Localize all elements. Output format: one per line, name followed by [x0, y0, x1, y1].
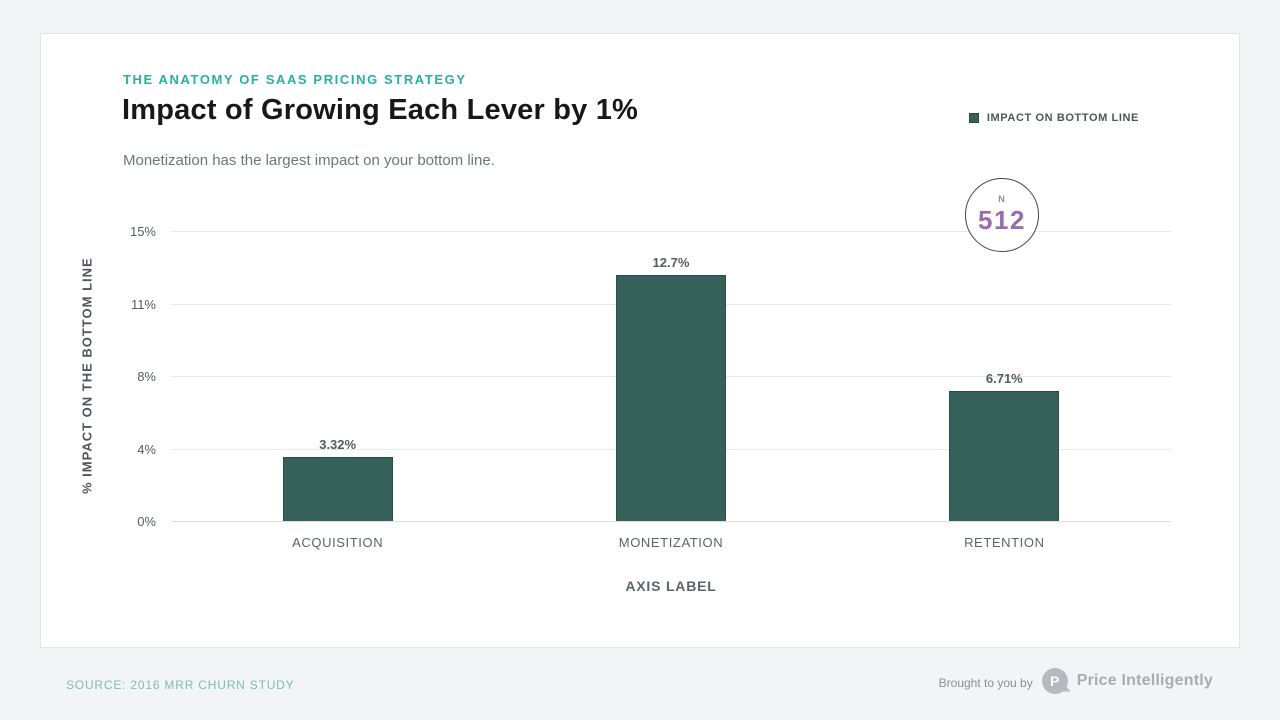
x-category-retention: RETENTION: [964, 535, 1045, 550]
bar-value-label: 12.7%: [652, 255, 690, 271]
y-tick-label: 0%: [137, 514, 156, 529]
page-subtitle: Monetization has the largest impact on y…: [123, 152, 495, 169]
bar-column-acquisition: 3.32%: [171, 231, 504, 521]
y-tick-label: 8%: [137, 369, 156, 384]
sample-size-prefix: N: [998, 194, 1006, 204]
brand-name: Price Intelligently: [1076, 672, 1213, 689]
x-axis-category-labels: ACQUISITION MONETIZATION RETENTION: [171, 535, 1171, 550]
chart-card: THE ANATOMY OF SAAS PRICING STRATEGY Imp…: [40, 33, 1240, 648]
gridline: [171, 231, 1171, 232]
bar-retention: 6.71%: [949, 371, 1060, 521]
legend-swatch-icon: [968, 113, 979, 123]
bar-series: 3.32% 12.7% 6.71%: [171, 231, 1171, 521]
plot-area: 15% 11% 8% 4% 0% 3.32% 12.7% 6.71%: [130, 224, 1171, 529]
bar-value-label: 3.32%: [319, 436, 357, 452]
page-title: Impact of Growing Each Lever by 1%: [122, 94, 639, 126]
y-tick-label: 4%: [137, 441, 156, 457]
legend: IMPACT ON BOTTOM LINE: [968, 112, 1139, 124]
bar-column-retention: 6.71%: [838, 231, 1171, 521]
legend-label: IMPACT ON BOTTOM LINE: [986, 112, 1139, 124]
sample-size-value: 512: [978, 205, 1026, 235]
logo-letter: P: [1050, 673, 1060, 689]
bar-value-label: 6.71%: [985, 371, 1023, 387]
x-axis-title: AXIS LABEL: [625, 578, 717, 594]
bar-monetization: 12.7%: [615, 255, 726, 521]
y-tick-label: 11%: [130, 296, 156, 312]
sample-size-badge: N 512: [965, 178, 1039, 252]
bar-acquisition: 3.32%: [282, 437, 393, 521]
footer-brand: Brought to you by P Price Intelligently: [939, 668, 1213, 694]
x-category-acquisition: ACQUISITION: [292, 535, 384, 550]
source-text: SOURCE: 2016 MRR CHURN STUDY: [66, 678, 295, 692]
brought-by-text: Brought to you by: [938, 676, 1033, 690]
bar-column-monetization: 12.7%: [504, 231, 837, 521]
y-tick-label: 15%: [129, 224, 156, 239]
price-intelligently-logo-icon: P: [1041, 668, 1068, 694]
kicker-text: THE ANATOMY OF SAAS PRICING STRATEGY: [123, 72, 467, 87]
baseline-gridline: [171, 521, 1171, 522]
x-category-monetization: MONETIZATION: [618, 535, 724, 550]
